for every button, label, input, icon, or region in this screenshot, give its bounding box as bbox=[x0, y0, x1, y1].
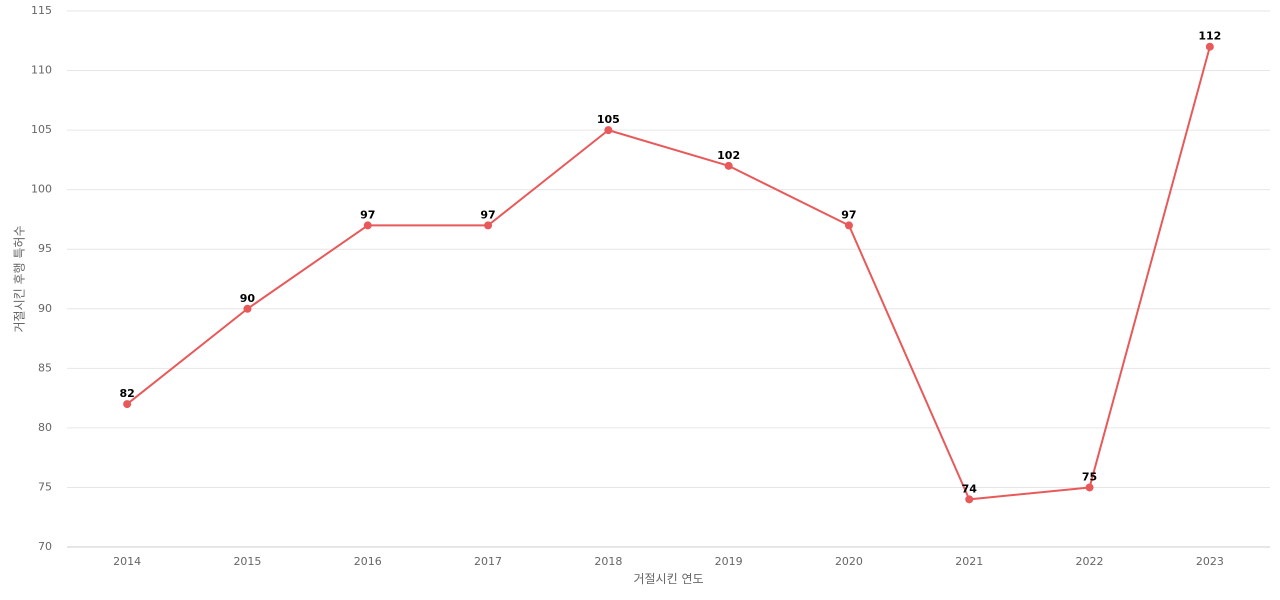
y-axis-ticks: 70 75 80 85 90 95 100 105 110 115 bbox=[31, 4, 52, 553]
y-tick-label: 75 bbox=[38, 480, 52, 493]
data-point bbox=[243, 304, 252, 313]
x-tick-label: 2022 bbox=[1076, 555, 1104, 568]
data-label: 97 bbox=[360, 208, 375, 221]
x-tick-label: 2021 bbox=[955, 555, 983, 568]
data-point bbox=[484, 221, 493, 230]
data-label: 75 bbox=[1082, 470, 1097, 483]
y-tick-label: 90 bbox=[38, 302, 52, 315]
data-label: 74 bbox=[962, 482, 978, 495]
y-tick-label: 85 bbox=[38, 361, 52, 374]
y-axis-title: 거절시킨 후행 특허수 bbox=[12, 226, 27, 333]
data-label: 97 bbox=[480, 208, 495, 221]
x-axis-ticks: 2014 2015 2016 2017 2018 2019 2020 2021 2022 2023 bbox=[113, 555, 1224, 568]
data-point bbox=[123, 400, 132, 409]
data-label: 97 bbox=[841, 208, 856, 221]
series-line bbox=[126, 46, 1211, 501]
y-tick-label: 70 bbox=[38, 540, 52, 553]
y-tick-label: 110 bbox=[31, 64, 52, 77]
data-label: 102 bbox=[717, 149, 740, 162]
data-label: 105 bbox=[597, 113, 620, 126]
data-label: 90 bbox=[240, 292, 256, 305]
data-point bbox=[844, 221, 853, 230]
y-tick-label: 115 bbox=[31, 4, 52, 17]
data-point bbox=[604, 126, 613, 135]
x-tick-label: 2014 bbox=[113, 555, 141, 568]
data-point bbox=[1085, 483, 1094, 492]
data-points bbox=[123, 42, 1214, 504]
x-tick-label: 2020 bbox=[835, 555, 863, 568]
y-tick-label: 105 bbox=[31, 123, 52, 136]
y-tick-label: 95 bbox=[38, 242, 52, 255]
y-tick-label: 100 bbox=[31, 183, 52, 196]
data-labels: 82 90 97 97 105 102 97 74 75 112 bbox=[119, 30, 1221, 496]
data-point bbox=[1205, 42, 1214, 51]
y-tick-label: 80 bbox=[38, 421, 52, 434]
x-tick-label: 2017 bbox=[474, 555, 502, 568]
grid-layer bbox=[67, 10, 1270, 488]
x-tick-label: 2016 bbox=[354, 555, 382, 568]
data-label: 82 bbox=[119, 387, 134, 400]
data-point bbox=[724, 161, 733, 170]
x-tick-label: 2018 bbox=[594, 555, 622, 568]
data-point bbox=[965, 495, 974, 504]
x-tick-label: 2023 bbox=[1196, 555, 1224, 568]
data-point bbox=[363, 221, 372, 230]
x-tick-label: 2015 bbox=[233, 555, 261, 568]
x-tick-label: 2019 bbox=[715, 555, 743, 568]
x-axis-title: 거절시킨 연도 bbox=[633, 572, 703, 586]
data-label: 112 bbox=[1198, 30, 1221, 43]
